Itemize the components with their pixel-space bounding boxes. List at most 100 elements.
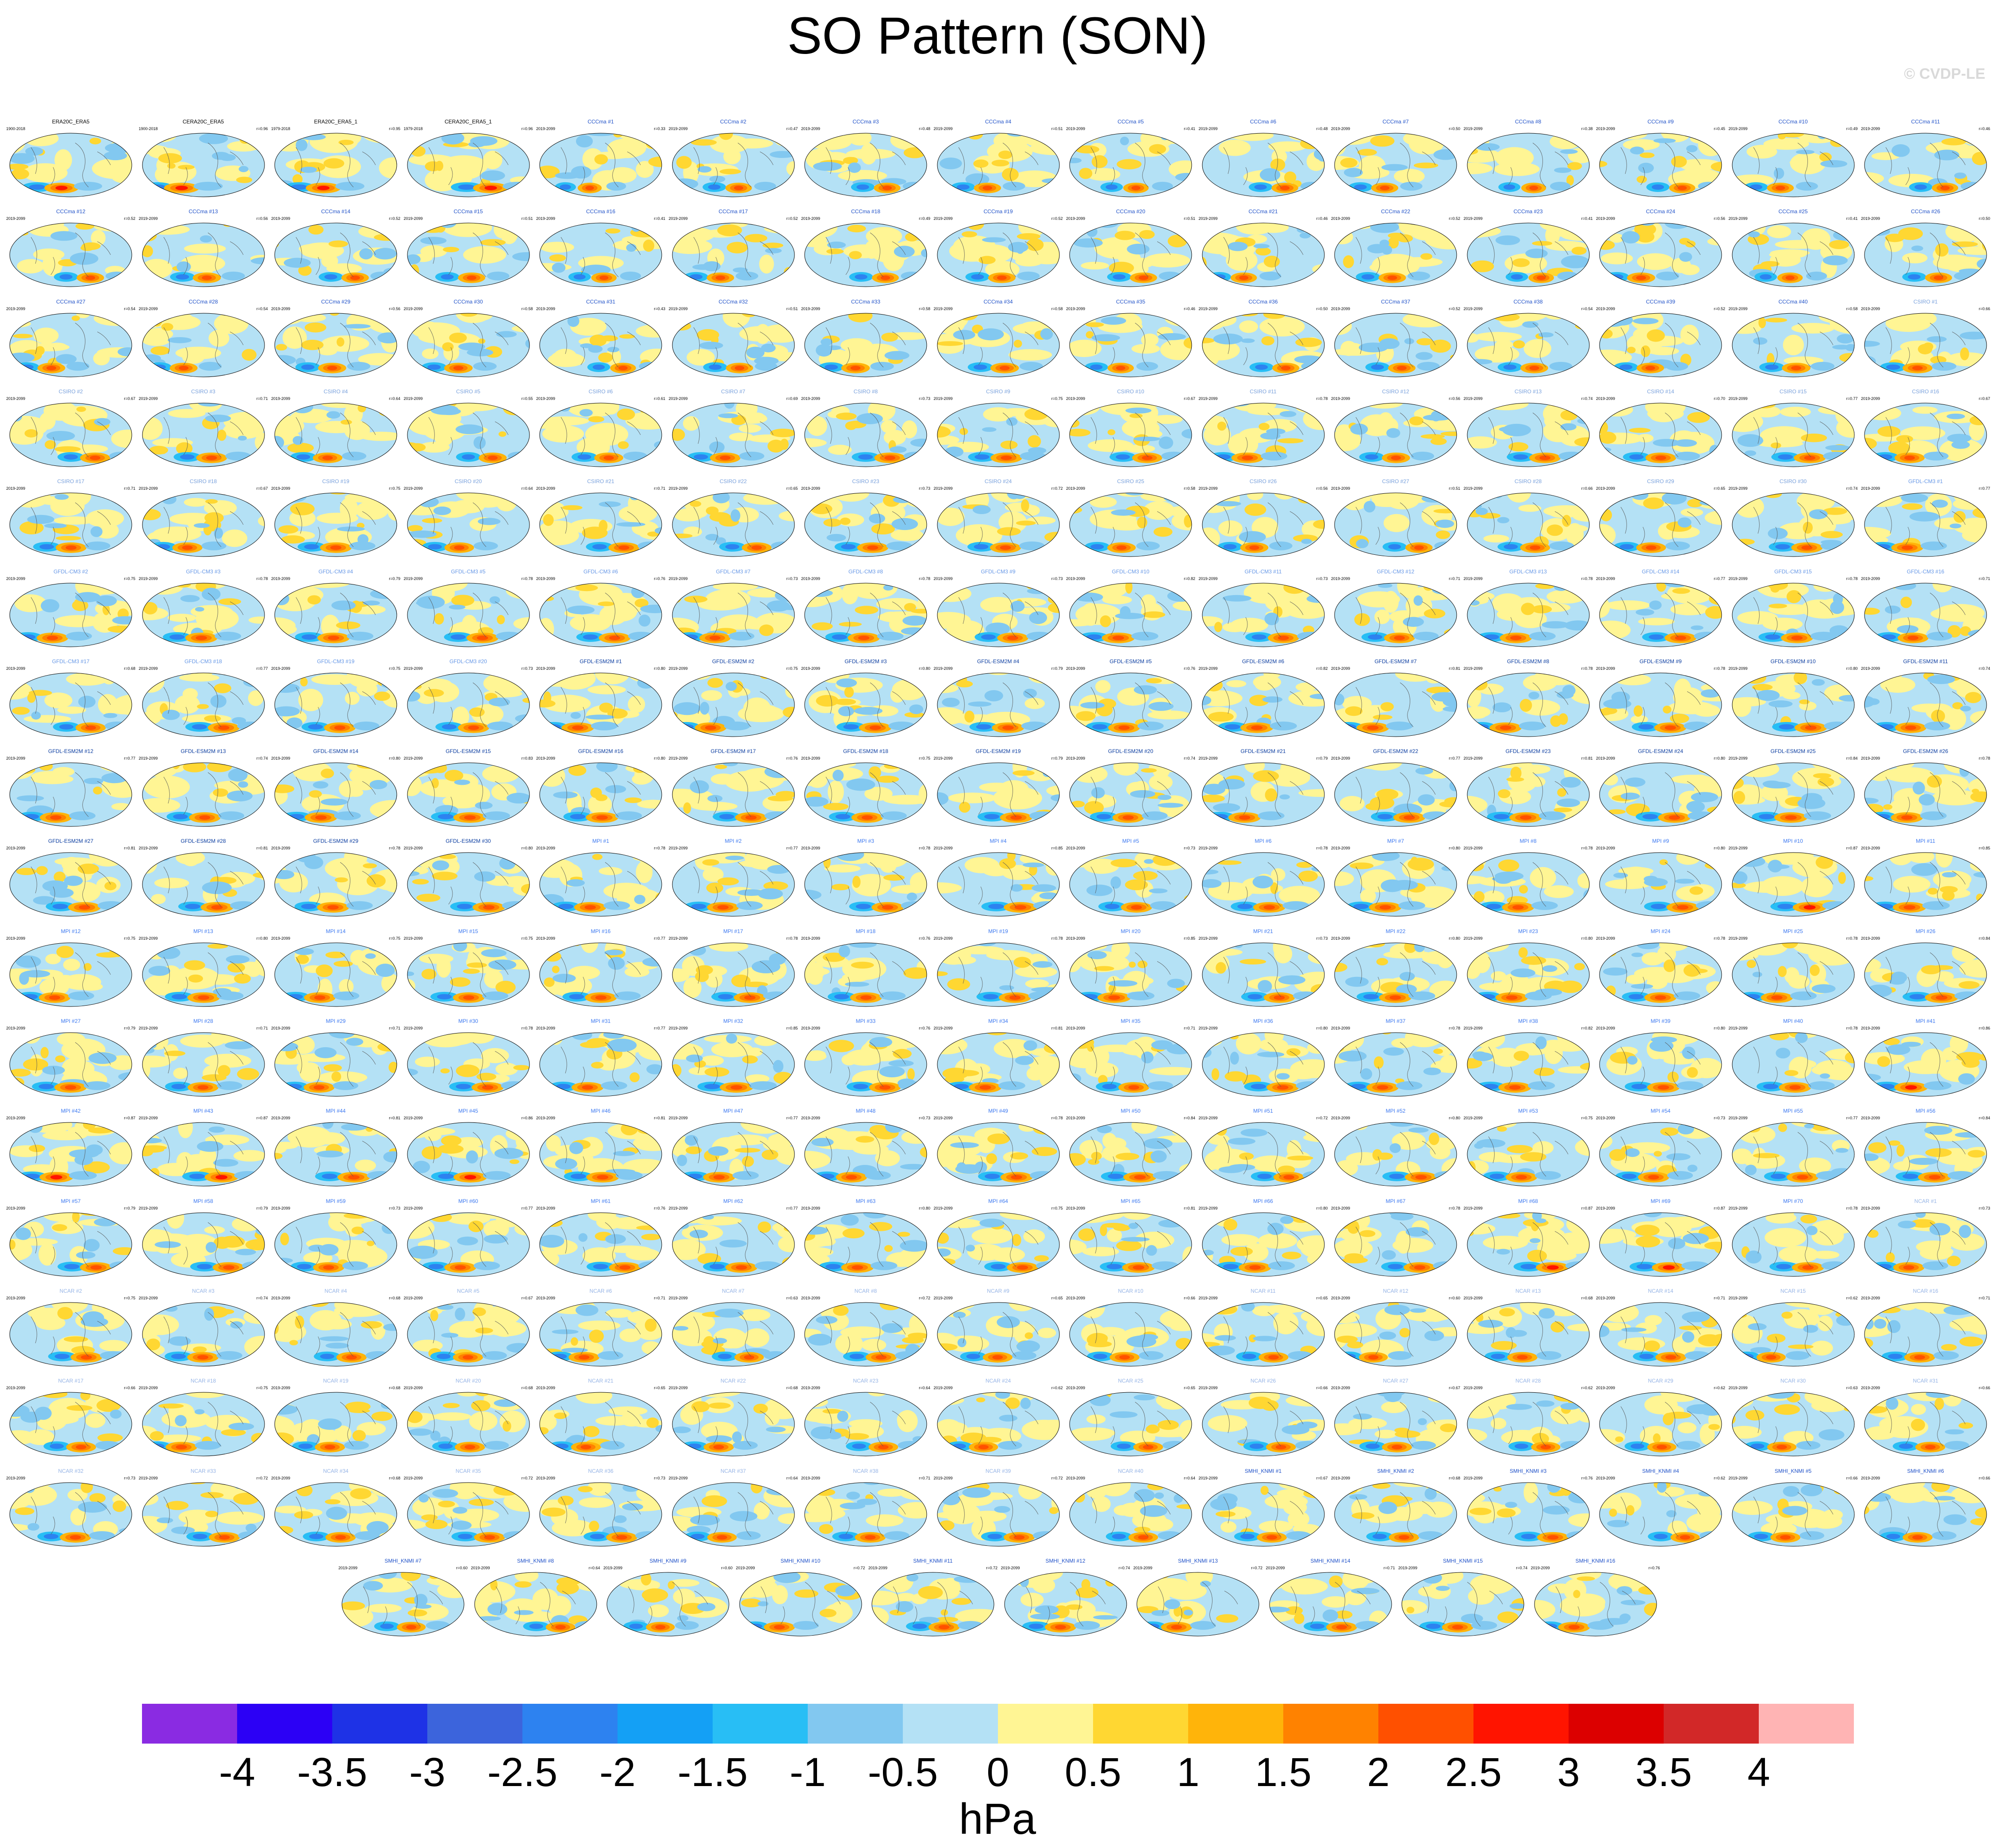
sea-level-pressure-map xyxy=(1069,1302,1192,1367)
panel-title: CCCma #18 xyxy=(851,208,881,215)
map-panel: GFDL-CM3 #20 2019-2099 r=0.73 xyxy=(404,658,533,742)
panel-correlation: r=0.84 xyxy=(1979,936,1990,941)
panel-correlation: r=0.54 xyxy=(256,306,268,311)
map-panel: CCCma #23 2019-2099 r=0.41 xyxy=(1464,208,1593,292)
sea-level-pressure-map xyxy=(407,133,529,197)
panel-correlation: r=0.46 xyxy=(1316,216,1328,221)
panel-title: MPI #42 xyxy=(61,1108,81,1114)
colorbar-tick-label: -3.5 xyxy=(297,1750,368,1795)
panel-correlation: r=0.66 xyxy=(1979,306,1990,311)
panel-title: GFDL-ESM2M #18 xyxy=(843,748,889,755)
panel-years: 2019-2099 xyxy=(1596,756,1615,761)
map-panel: NCAR #23 2019-2099 r=0.64 xyxy=(801,1378,930,1462)
map-panel: GFDL-CM3 #11 2019-2099 r=0.73 xyxy=(1199,569,1328,653)
panel-years: 2019-2099 xyxy=(536,216,556,221)
map-panel: MPI #58 2019-2099 r=0.79 xyxy=(139,1198,268,1282)
map-panel: NCAR #2 2019-2099 r=0.75 xyxy=(6,1288,135,1372)
panel-correlation: r=0.62 xyxy=(1051,1386,1063,1391)
map-panel: SMHI_KNMI #9 2019-2099 r=0.60 xyxy=(603,1558,733,1642)
map-panel: CSIRO #27 2019-2099 r=0.51 xyxy=(1331,478,1460,562)
map-panel: NCAR #37 2019-2099 r=0.64 xyxy=(669,1468,798,1552)
panel-years: 2019-2099 xyxy=(801,576,821,581)
colorbar-cell xyxy=(142,1704,237,1744)
panel-title: CCCma #19 xyxy=(983,208,1013,215)
map-panel: CSIRO #8 2019-2099 r=0.73 xyxy=(801,388,930,473)
sea-level-pressure-map xyxy=(1069,133,1192,197)
panel-correlation: r=0.84 xyxy=(1184,1116,1195,1121)
sea-level-pressure-map xyxy=(1599,672,1722,737)
panel-years: 2019-2099 xyxy=(868,1565,888,1570)
panel-years: 2019-2099 xyxy=(403,306,423,311)
panel-title: NCAR #24 xyxy=(985,1378,1011,1384)
panel-correlation: r=0.72 xyxy=(256,1475,268,1480)
sea-level-pressure-map xyxy=(1202,583,1324,647)
map-panel: CCCma #19 2019-2099 r=0.52 xyxy=(934,208,1063,292)
map-panel: MPI #46 2019-2099 r=0.81 xyxy=(536,1108,665,1192)
sea-level-pressure-map xyxy=(1864,762,1987,827)
panel-correlation: r=0.72 xyxy=(1251,1565,1262,1570)
panel-years: 2019-2099 xyxy=(6,576,26,581)
sea-level-pressure-map xyxy=(1202,1482,1324,1546)
colorbar-tick-label: -2.5 xyxy=(487,1750,558,1795)
map-panel: MPI #40 2019-2099 r=0.78 xyxy=(1729,1018,1858,1102)
panel-correlation: r=0.62 xyxy=(1846,1295,1858,1300)
panel-years: 2019-2099 xyxy=(138,1475,158,1480)
sea-level-pressure-map xyxy=(407,1302,529,1367)
panel-correlation: r=0.80 xyxy=(256,936,268,941)
panel-title: NCAR #29 xyxy=(1648,1378,1673,1384)
panel-title: MPI #43 xyxy=(193,1108,213,1114)
panel-title: CSIRO #12 xyxy=(1382,388,1409,395)
panel-correlation: r=0.64 xyxy=(1184,1475,1195,1480)
panel-title: CCCma #17 xyxy=(718,208,748,215)
sea-level-pressure-map xyxy=(1864,403,1987,467)
map-panel: CCCma #11 2019-2099 r=0.46 xyxy=(1861,119,1990,203)
map-panel: ERA20C_ERA5_1 1979-2018 r=0.95 xyxy=(271,119,400,203)
panel-years: 2019-2099 xyxy=(1066,396,1086,401)
map-panel: CCCma #37 2019-2099 r=0.52 xyxy=(1331,299,1460,383)
panel-years: 2019-2099 xyxy=(6,486,26,491)
panel-correlation: r=0.64 xyxy=(588,1565,600,1570)
panel-title: CSIRO #23 xyxy=(852,478,879,485)
sea-level-pressure-map xyxy=(9,1122,132,1187)
panel-title: GFDL-ESM2M #27 xyxy=(48,838,94,845)
panel-correlation: r=0.76 xyxy=(919,1026,930,1030)
sea-level-pressure-map xyxy=(1202,223,1324,287)
panel-years: 2019-2099 xyxy=(1596,1386,1615,1391)
panel-title: MPI #36 xyxy=(1253,1018,1273,1024)
panel-years: 2019-2099 xyxy=(271,576,291,581)
panel-years: 2019-2099 xyxy=(6,666,26,671)
panel-years: 2019-2099 xyxy=(1861,756,1880,761)
map-panel: SMHI_KNMI #4 2019-2099 r=0.62 xyxy=(1596,1468,1725,1552)
map-panel: NCAR #3 2019-2099 r=0.74 xyxy=(139,1288,268,1372)
panel-title: NCAR #8 xyxy=(854,1287,877,1294)
panel-correlation: r=0.75 xyxy=(256,1386,268,1391)
panel-title: CCCma #5 xyxy=(1117,119,1144,125)
panel-years: 2019-2099 xyxy=(1463,576,1483,581)
map-panel: GFDL-ESM2M #19 2019-2099 r=0.79 xyxy=(934,748,1063,832)
panel-years: 2019-2099 xyxy=(1066,486,1086,491)
panel-correlation: r=0.78 xyxy=(1714,666,1725,671)
sea-level-pressure-map xyxy=(606,1572,729,1637)
panel-correlation: r=0.81 xyxy=(1051,1026,1063,1030)
panel-years: 2019-2099 xyxy=(1331,1475,1350,1480)
panel-correlation: r=0.85 xyxy=(1979,846,1990,851)
panel-years: 2019-2099 xyxy=(536,666,556,671)
map-panel: CSIRO #25 2019-2099 r=0.58 xyxy=(1066,478,1195,562)
panel-years: 2019-2099 xyxy=(668,1026,688,1030)
panel-years: 1900-2018 xyxy=(6,127,26,131)
panel-correlation: r=0.74 xyxy=(256,1295,268,1300)
panel-years: 2019-2099 xyxy=(801,306,821,311)
panel-title: GFDL-ESM2M #16 xyxy=(578,748,624,755)
panel-years: 2019-2099 xyxy=(1198,936,1218,941)
panel-years: 2019-2099 xyxy=(1463,486,1483,491)
map-panel: GFDL-ESM2M #20 2019-2099 r=0.74 xyxy=(1066,748,1195,832)
map-panel: GFDL-CM3 #3 2019-2099 r=0.78 xyxy=(139,569,268,653)
map-panel: NCAR #1 2019-2099 r=0.73 xyxy=(1861,1198,1990,1282)
panel-correlation: r=0.81 xyxy=(124,846,135,851)
sea-level-pressure-map xyxy=(274,942,397,1007)
panel-correlation: r=0.81 xyxy=(389,1116,400,1121)
panel-years: 2019-2099 xyxy=(271,1295,291,1300)
panel-years: 2019-2099 xyxy=(536,936,556,941)
map-panel: CCCma #16 2019-2099 r=0.41 xyxy=(536,208,665,292)
map-panel: NCAR #21 2019-2099 r=0.65 xyxy=(536,1378,665,1462)
